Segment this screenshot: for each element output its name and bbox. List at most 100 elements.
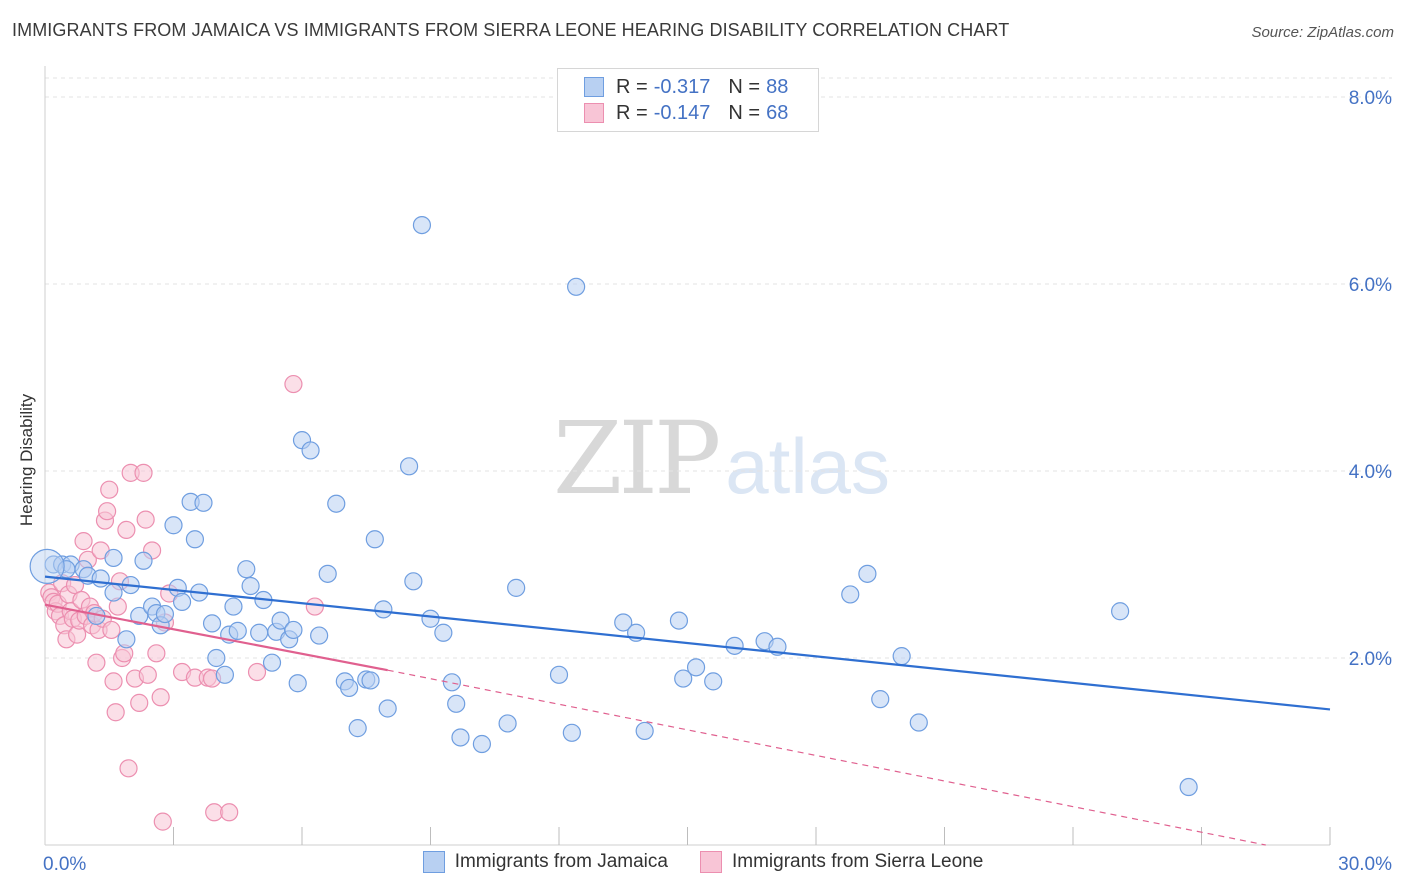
jamaica-point [507, 578, 526, 597]
jamaica-point [704, 672, 723, 691]
jamaica-point [404, 572, 423, 591]
chart-source: Source: ZipAtlas.com [1251, 24, 1394, 41]
jamaica-point [378, 699, 397, 718]
sierra-leone-point [100, 480, 119, 499]
jamaica-point [237, 560, 256, 579]
sierra-leone-point [136, 510, 155, 529]
sierra-leone-point [104, 672, 123, 691]
jamaica-point [686, 658, 706, 677]
jamaica-point [164, 516, 183, 535]
r-value: -0.317 [653, 75, 711, 98]
jamaica-point [215, 665, 234, 684]
jamaica-point [310, 626, 329, 645]
jamaica-point [224, 597, 243, 616]
r-label: R = [616, 75, 648, 98]
r-value: -0.147 [653, 101, 711, 124]
jamaica-point [434, 623, 453, 642]
jamaica-trend-line [44, 575, 1331, 711]
sierra-leone-point [117, 520, 136, 540]
legend-item-sierra-leone: Immigrants from Sierra Leone [699, 851, 983, 873]
jamaica-point [340, 678, 359, 698]
sierra-leone-point [134, 463, 153, 482]
n-value: 68 [766, 101, 789, 124]
sierra-leone-point [305, 597, 324, 616]
n-label: N = [728, 101, 761, 124]
jamaica-point [412, 215, 432, 235]
r-label: R = [616, 101, 648, 124]
legend-item-jamaica: Immigrants from Jamaica [422, 851, 668, 873]
jamaica-point [318, 564, 337, 583]
jamaica-point [858, 564, 877, 583]
jamaica-point [262, 653, 282, 672]
jamaica-point [451, 728, 470, 747]
jamaica-point [284, 620, 303, 640]
jamaica-point [365, 530, 384, 549]
jamaica-swatch [584, 77, 604, 97]
jamaica-point [841, 585, 860, 604]
jamaica-point [674, 669, 693, 688]
jamaica-point [104, 548, 123, 568]
jamaica-point [91, 569, 110, 588]
jamaica-point [288, 674, 307, 693]
watermark-zip: ZIP [553, 400, 721, 517]
jamaica-point [725, 636, 744, 655]
jamaica-point [327, 494, 346, 513]
jamaica-point [194, 493, 213, 512]
jamaica-point [892, 647, 911, 666]
stats-legend-row-sierra-leone: R = -0.147 N = 68 [584, 100, 788, 126]
jamaica-point [104, 583, 123, 602]
jamaica-point [228, 621, 247, 640]
sierra-leone-point [153, 812, 172, 831]
jamaica-point [472, 734, 491, 754]
jamaica-point [1111, 602, 1130, 621]
sierra-leone-point [147, 644, 166, 663]
jamaica-point [1179, 777, 1198, 797]
jamaica-point [909, 713, 928, 732]
legend-label-jamaica: Immigrants from Jamaica [454, 851, 668, 872]
jamaica-point [117, 630, 136, 649]
jamaica-point [361, 671, 380, 690]
jamaica-point [614, 613, 633, 632]
jamaica-point [155, 604, 175, 624]
jamaica-point [241, 576, 260, 596]
jamaica-point [669, 611, 689, 630]
jamaica-point [421, 609, 440, 628]
jamaica-point [399, 457, 419, 476]
y-tick-label: 4.0% [1349, 462, 1392, 483]
sierra-leone-swatch [584, 103, 604, 123]
jamaica-point [442, 673, 462, 692]
jamaica-point [301, 441, 320, 460]
sierra-leone-point [119, 759, 138, 778]
jamaica-point [202, 614, 222, 633]
stats-legend-row-jamaica: R = -0.317 N = 88 [584, 74, 788, 100]
jamaica-point [207, 648, 226, 668]
jamaica-point-large [29, 548, 65, 584]
sierra-leone-point [247, 662, 267, 682]
jamaica-point [250, 623, 269, 642]
sierra-leone-point [151, 688, 170, 707]
sierra-leone-trend-line [44, 603, 388, 672]
y-tick-label: 6.0% [1349, 275, 1392, 296]
jamaica-point [549, 665, 569, 684]
jamaica-point [562, 723, 581, 742]
sierra-leone-legend-swatch [699, 851, 722, 873]
watermark: ZIP atlas [553, 400, 890, 517]
n-value: 88 [766, 75, 789, 98]
x-tick-label: 30.0% [1338, 854, 1392, 875]
jamaica-point [348, 719, 367, 738]
jamaica-point [172, 592, 192, 612]
n-label: N = [728, 75, 761, 98]
jamaica-legend-swatch [422, 851, 445, 873]
jamaica-point [567, 277, 586, 296]
sierra-leone-point [98, 502, 117, 521]
y-tick-label: 2.0% [1349, 649, 1392, 670]
sierra-leone-trend-extension [387, 669, 1266, 846]
sierra-leone-point [284, 374, 303, 394]
sierra-leone-point [106, 703, 125, 722]
chart-title: IMMIGRANTS FROM JAMAICA VS IMMIGRANTS FR… [12, 20, 1010, 40]
x-tick-label: 0.0% [43, 854, 86, 875]
sierra-leone-point [138, 665, 157, 684]
jamaica-point [374, 600, 393, 619]
jamaica-point [635, 721, 654, 741]
